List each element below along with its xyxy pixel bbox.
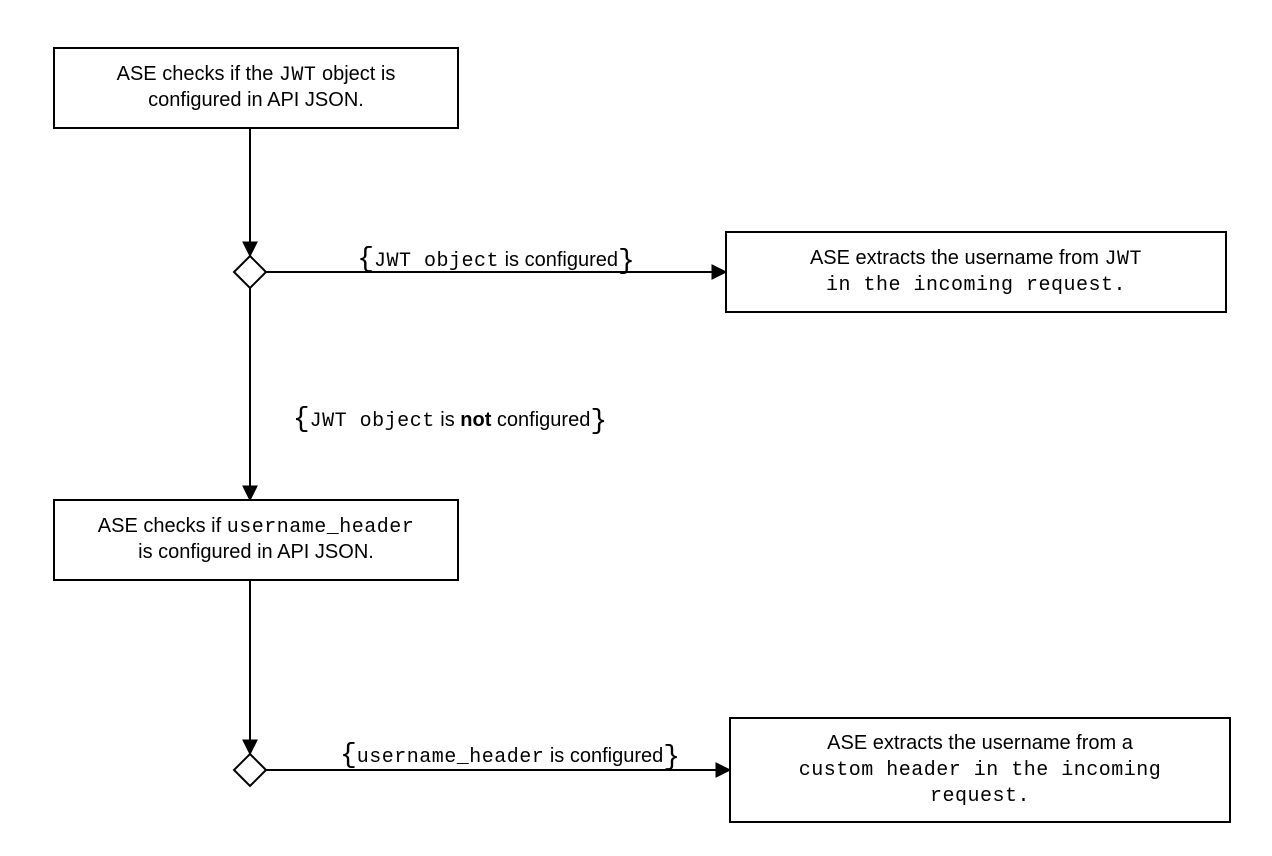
flow-decision — [234, 256, 266, 288]
flow-node-text: ASE checks if username_header — [98, 515, 414, 539]
flow-node-text: ASE extracts the username from JWT — [810, 247, 1142, 271]
flowchart-canvas: {JWT object is configured}{JWT object is… — [0, 0, 1272, 856]
flow-node — [54, 500, 458, 580]
flow-node-text: is configured in API JSON. — [138, 541, 374, 563]
edge-label: {JWT object is not configured} — [293, 404, 607, 437]
flow-node-text: configured in API JSON. — [148, 89, 364, 111]
flow-decision — [234, 754, 266, 786]
flow-node-text: in the incoming request. — [826, 274, 1126, 297]
flow-node-text: custom header in the incoming — [799, 759, 1162, 782]
edge-label: {username_header is configured} — [340, 740, 680, 773]
flow-node — [726, 232, 1226, 312]
flow-node-text: ASE extracts the username from a — [827, 732, 1134, 754]
flow-node-text: request. — [930, 785, 1030, 808]
flow-node-text: ASE checks if the JWT object is — [117, 63, 396, 87]
flow-node — [54, 48, 458, 128]
